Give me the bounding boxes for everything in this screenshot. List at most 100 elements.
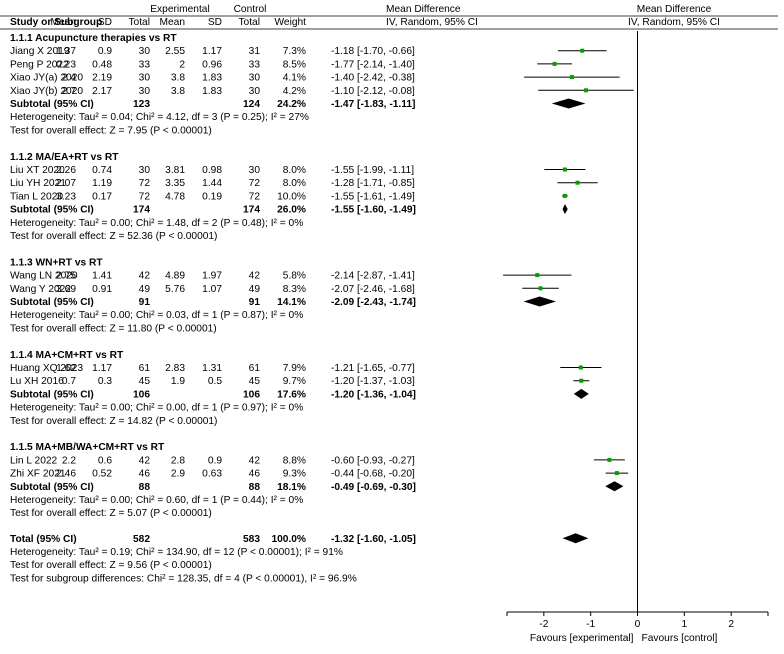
subtotal-ci: -1.20 [-1.36, -1.04] (331, 389, 416, 400)
subtotal-weight: 24.2% (277, 99, 306, 110)
study-point (614, 471, 619, 476)
header-method-right: IV, Random, 95% CI (628, 17, 720, 28)
header-e-sd: SD (98, 17, 112, 28)
study-c-mean: 1.9 (171, 376, 185, 387)
study-e-mean: 3.23 (56, 191, 76, 202)
favours-experimental-label: Favours [experimental] (530, 633, 634, 644)
subtotal-c-total: 124 (243, 99, 260, 110)
subtotal-label: Subtotal (95% CI) (10, 482, 94, 493)
study-c-mean: 3.35 (165, 178, 185, 189)
subtotal-c-total: 174 (243, 205, 260, 216)
study-c-mean: 2.8 (171, 455, 185, 466)
study-c-sd: 1.07 (202, 284, 222, 295)
total-weight: 100.0% (271, 534, 306, 545)
study-c-mean: 2.9 (171, 469, 185, 480)
subtotal-weight: 18.1% (277, 482, 306, 493)
study-c-sd: 0.63 (202, 469, 222, 480)
study-e-mean: 2.26 (56, 165, 76, 176)
study-point (562, 167, 567, 172)
subtotal-label: Subtotal (95% CI) (10, 297, 94, 308)
study-c-mean: 4.89 (165, 271, 185, 282)
study-c-mean: 2 (179, 59, 185, 70)
total-overall-test: Test for overall effect: Z = 9.56 (P < 0… (10, 560, 212, 571)
study-ci: -1.10 [-2.12, -0.08] (331, 86, 415, 97)
favours-control-label: Favours [control] (642, 633, 718, 644)
study-point (562, 193, 567, 198)
study-ci: -2.07 [-2.46, -1.68] (331, 284, 415, 295)
study-point (575, 180, 580, 185)
study-c-mean: 4.78 (165, 191, 185, 202)
x-tick-label: 2 (728, 619, 734, 630)
study-weight: 10.0% (277, 191, 306, 202)
study-e-mean: 0.7 (62, 376, 76, 387)
subtotal-label: Subtotal (95% CI) (10, 205, 94, 216)
study-weight: 7.3% (283, 46, 306, 57)
study-point (535, 273, 540, 278)
subtotal-diamond (551, 98, 586, 109)
study-point (538, 286, 543, 291)
study-weight: 5.8% (283, 271, 306, 282)
study-name: Wang Y 2022 (10, 284, 71, 295)
study-e-total: 30 (139, 46, 151, 57)
study-c-sd: 1.17 (202, 46, 222, 57)
subtotal-diamond (523, 296, 557, 307)
study-e-mean: 2.2 (62, 455, 76, 466)
study-e-mean: 1.62 (56, 363, 76, 374)
subtotal-diamond (573, 388, 589, 399)
study-c-total: 30 (249, 73, 261, 84)
study-weight: 8.5% (283, 59, 306, 70)
study-e-total: 72 (139, 191, 151, 202)
study-name: Peng P 2022 (10, 59, 69, 70)
subtotal-e-total: 123 (133, 99, 150, 110)
study-e-sd: 0.6 (98, 455, 112, 466)
study-ci: -1.21 [-1.65, -0.77] (331, 363, 415, 374)
header-e-total: Total (128, 17, 150, 28)
study-c-total: 72 (249, 191, 261, 202)
study-point (579, 378, 584, 383)
study-c-sd: 1.83 (202, 73, 222, 84)
study-weight: 9.3% (283, 469, 306, 480)
study-c-mean: 2.55 (165, 46, 185, 57)
study-name: Xiao JY(a) 2020 (10, 73, 83, 84)
study-e-sd: 1.41 (92, 271, 112, 282)
total-diamond (562, 533, 589, 544)
study-c-mean: 2.83 (165, 363, 185, 374)
study-e-total: 72 (139, 178, 151, 189)
subgroup-overall-test: Test for overall effect: Z = 5.07 (P < 0… (10, 508, 212, 519)
study-point (578, 365, 583, 370)
study-c-total: 31 (249, 46, 261, 57)
study-e-mean: 3.69 (56, 284, 76, 295)
study-e-sd: 2.19 (92, 73, 112, 84)
study-c-mean: 3.81 (165, 165, 185, 176)
study-e-sd: 0.17 (92, 191, 112, 202)
study-c-mean: 3.8 (171, 73, 185, 84)
study-e-sd: 0.52 (92, 469, 112, 480)
study-ci: -0.44 [-0.68, -0.20] (331, 469, 415, 480)
study-e-total: 42 (139, 455, 151, 466)
study-weight: 4.1% (283, 73, 306, 84)
study-c-total: 42 (249, 271, 261, 282)
study-e-total: 46 (139, 469, 151, 480)
subtotal-weight: 14.1% (277, 297, 306, 308)
study-c-sd: 1.97 (202, 271, 222, 282)
study-c-total: 30 (249, 86, 261, 97)
study-c-total: 46 (249, 469, 261, 480)
study-weight: 7.9% (283, 363, 306, 374)
study-e-mean: 0.23 (56, 59, 76, 70)
study-name: Liu XT 2020 (10, 165, 65, 176)
study-e-mean: 2.07 (56, 178, 76, 189)
study-name: Tian L 2020 (10, 191, 63, 202)
study-e-mean: 2.75 (56, 271, 76, 282)
study-e-total: 30 (139, 86, 151, 97)
study-ci: -1.55 [-1.99, -1.11] (331, 165, 414, 176)
study-e-total: 30 (139, 73, 151, 84)
subgroup-overall-test: Test for overall effect: Z = 7.95 (P < 0… (10, 125, 212, 136)
study-name: Zhi XF 2021 (10, 469, 66, 480)
study-c-sd: 1.31 (202, 363, 222, 374)
study-c-total: 33 (249, 59, 261, 70)
total-c-total: 583 (243, 534, 260, 545)
study-c-sd: 0.96 (202, 59, 222, 70)
study-point (580, 48, 585, 53)
study-name: Xiao JY(b) 2020 (10, 86, 83, 97)
